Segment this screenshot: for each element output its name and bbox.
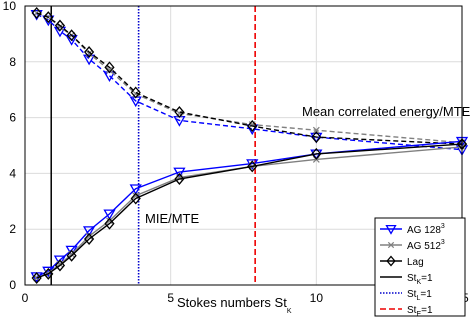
legend-label: AG 1283 [407,223,445,236]
series-line [36,12,463,144]
annotation-upper: Mean correlated energy/MTE [302,104,470,119]
legend-label: AG 5123 [407,239,445,252]
legend-label-subscript: K [416,279,421,286]
data-point [82,54,96,66]
series-upper-ag-128 [30,9,469,156]
legend-label-text: AG 512 [407,241,441,252]
series-line [36,140,463,278]
data-point [310,132,323,144]
legend-label-text: St [407,273,417,284]
data-point [247,119,258,132]
data-point [173,167,186,179]
legend-label: Lag [407,257,424,268]
legend-entry: StE=1 [380,305,433,318]
data-point [43,11,54,24]
data-point [130,86,141,99]
data-point [31,272,42,285]
data-point [385,224,397,235]
legend-label-text: Lag [407,257,424,268]
series-upper-lag [31,6,468,151]
legend-box [374,217,466,317]
y-tick-label: 8 [9,55,16,69]
legend-label-suffix: =1 [421,305,433,316]
legend-entry: StL=1 [380,289,432,302]
legend-entry: AG 5123 [380,239,445,252]
data-point [54,259,66,272]
legend-entry: AG 1283 [380,223,445,236]
data-point [83,232,95,245]
data-point [174,106,185,119]
legend-label-superscript: 3 [441,223,445,230]
data-point [104,217,115,230]
data-point [66,249,77,262]
data-point [106,217,113,225]
data-point [54,19,66,32]
legend-label: StE=1 [407,305,433,318]
data-point [387,241,395,249]
legend-label-subscript: L [416,295,420,302]
data-point [42,15,55,27]
legend-label-suffix: =1 [421,273,433,284]
y-tick-label: 6 [9,111,16,125]
legend-label-superscript: 3 [441,239,445,246]
data-point [311,147,322,160]
data-point [104,61,115,74]
y-tick-label: 2 [9,222,16,236]
data-point [66,29,77,42]
annotation-lower: MIE/MTE [145,211,199,226]
data-point [53,255,67,267]
series-lower-lag [31,138,468,285]
data-point [82,226,96,237]
legend-label-subscript: E [416,311,421,318]
series-line [36,12,463,145]
data-point [31,6,42,19]
legend-label-suffix: =1 [420,289,432,300]
series [30,6,469,285]
plot-frame [24,5,463,286]
data-point [312,126,320,134]
legend-entry: Lag [380,255,424,268]
x-tick-label: 5 [167,291,174,305]
x-tick-label: 0 [22,291,29,305]
series-line [36,143,463,279]
data-point [106,66,113,74]
data-point [43,267,54,280]
legend-label-text: St [407,305,417,316]
series-line [36,13,463,151]
x-axis-label: Stokes numbers StK [177,295,292,315]
data-point [174,172,185,185]
legend-label: StK=1 [407,273,433,286]
data-point [311,131,322,144]
data-point [247,160,258,173]
data-point [386,255,396,267]
x-axis-label-subscript: K [287,308,292,315]
y-tick-label: 4 [9,166,16,180]
data-point [129,184,142,196]
x-tick-label: 10 [310,291,324,305]
legend-label-text: AG 128 [407,225,441,236]
legend-label: StL=1 [407,289,432,302]
y-tick-label: 0 [9,278,16,292]
data-point [103,209,116,221]
reference-lines [50,6,256,285]
legend-label-text: St [407,289,417,300]
legend-entry: StK=1 [380,273,433,286]
y-tick-label: 10 [3,0,17,13]
data-point [130,192,141,205]
data-point [83,46,95,59]
x-axis-label-text: Stokes numbers St [177,295,287,310]
